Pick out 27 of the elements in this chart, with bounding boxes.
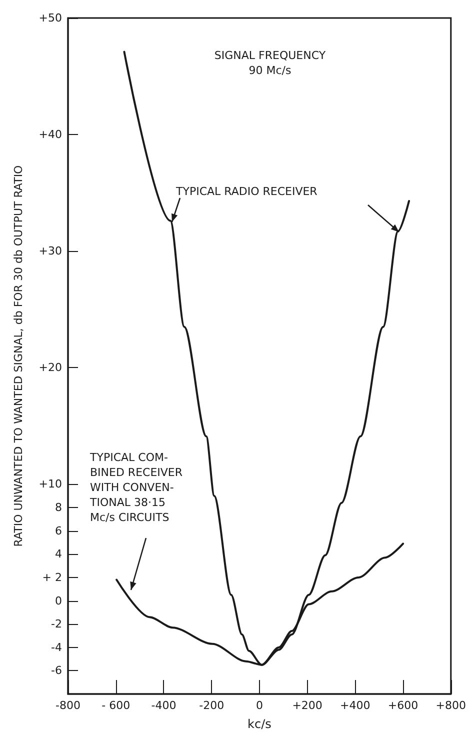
y-tick-label: +10 <box>38 478 62 491</box>
y-tick-label: +50 <box>38 12 62 24</box>
x-tick-label: - 600 <box>102 699 130 712</box>
series-label: TYPICAL RADIO RECEIVER <box>176 184 318 199</box>
annotation: SIGNAL FREQUENCY 90 Mc/s <box>213 48 327 78</box>
x-tick-label: -800 <box>56 699 80 712</box>
x-tick-label: -200 <box>199 699 224 712</box>
y-tick-label: +40 <box>38 128 62 142</box>
y-tick-label: 0 <box>55 594 62 608</box>
x-axis-title: kc/s <box>248 717 272 731</box>
y-axis-title: RATIO UNWANTED TO WANTED SIGNAL, db FOR 30 db OUTPUT RATIO <box>12 164 25 547</box>
x-tick-label: +200 <box>292 699 322 712</box>
text: TYPICAL COM- BINED RECEIVER WITH CONVEN- TIONAL 38·15 Mc/s CIRCUITS <box>90 450 184 525</box>
y-tick-label: +20 <box>38 361 62 374</box>
y-tick-label: +30 <box>38 244 62 258</box>
x-tick-label: +800 <box>436 699 466 712</box>
y-tick-label: 8 <box>55 501 62 514</box>
y-tick-label: 4 <box>55 548 62 561</box>
y-tick-label: + 2 <box>42 570 62 584</box>
x-tick-label: +400 <box>340 699 370 712</box>
x-tick-label: +600 <box>388 699 418 712</box>
y-tick-label: -6 <box>51 664 62 678</box>
y-tick-label: -4 <box>51 640 62 654</box>
y-tick-label: -2 <box>51 618 62 631</box>
x-tick-label: 0 <box>256 699 263 712</box>
x-tick-label: -400 <box>151 699 176 712</box>
y-tick-label: 6 <box>55 524 62 538</box>
